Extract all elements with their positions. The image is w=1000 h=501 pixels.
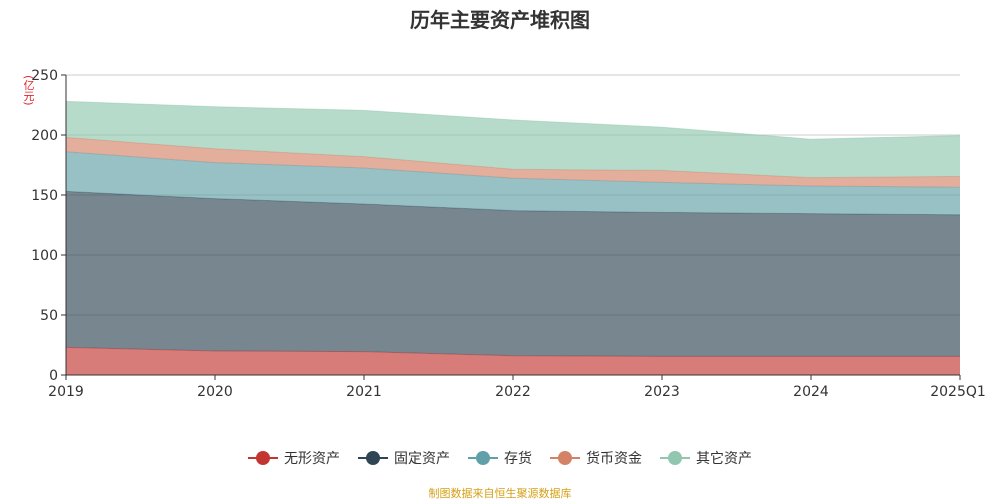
data-source-note: 制图数据来自恒生聚源数据库 [428,487,572,500]
x-tick-label: 2024 [793,384,829,400]
legend-label: 货币资金 [586,451,642,467]
x-tick-label: 2022 [495,384,531,400]
legend-item-1[interactable]: 固定资产 [358,448,450,468]
legend-marker-icon [248,451,278,465]
area-series-4 [66,101,960,178]
legend-item-2[interactable]: 存货 [468,448,532,468]
x-tick-label: 2025Q1 [930,384,986,400]
y-tick-label: 50 [40,308,58,324]
legend-label: 无形资产 [284,451,340,467]
area-edge-4 [65,100,961,140]
legend-item-4[interactable]: 其它资产 [660,448,752,468]
legend-marker-icon [358,451,388,465]
legend-marker-icon [660,451,690,465]
x-tick-label: 2020 [197,384,233,400]
y-tick-label: 100 [31,248,58,264]
y-tick-label: 0 [49,368,58,384]
area-series-1 [66,191,960,357]
legend-label: 存货 [504,451,532,467]
y-tick-label: 200 [31,128,58,144]
legend-label: 其它资产 [696,451,752,467]
legend-item-3[interactable]: 货币资金 [550,448,642,468]
legend: 无形资产 固定资产 存货 货币资金 其它资产 [0,448,1000,468]
chart-title: 历年主要资产堆积图 [410,8,590,32]
legend-label: 固定资产 [394,451,450,467]
legend-item-0[interactable]: 无形资产 [248,448,340,468]
x-tick-label: 2021 [346,384,382,400]
area-series-2 [66,151,960,215]
y-axis-unit-label: (亿元) [22,75,35,106]
area-series-3 [66,137,960,188]
x-tick-label: 2023 [644,384,680,400]
legend-marker-icon [550,451,580,465]
y-tick-label: 250 [31,68,58,84]
legend-marker-icon [468,451,498,465]
area-series-0 [66,347,960,375]
y-tick-label: 150 [31,188,58,204]
x-tick-label: 2019 [48,384,84,400]
